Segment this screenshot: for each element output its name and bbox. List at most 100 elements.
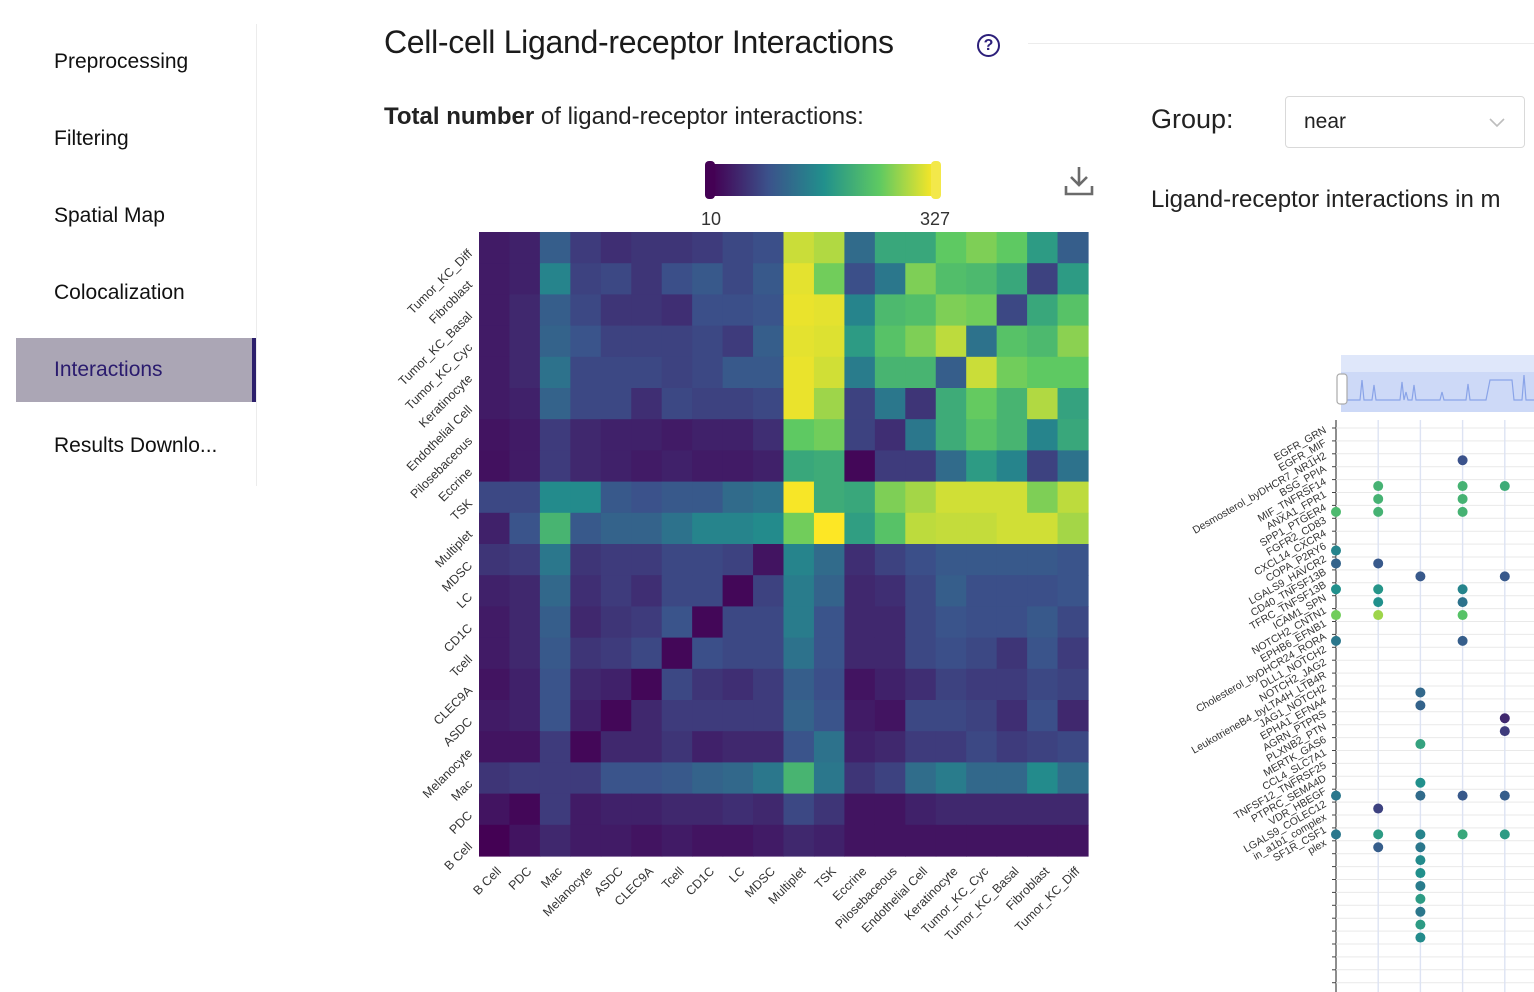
heatmap-cell[interactable] bbox=[874, 512, 906, 545]
heatmap-cell[interactable] bbox=[905, 575, 937, 607]
heatmap-cell[interactable] bbox=[1027, 637, 1059, 670]
dotplot-point[interactable] bbox=[1457, 506, 1468, 517]
heatmap-cell[interactable] bbox=[570, 637, 602, 670]
dotplot-point[interactable] bbox=[1499, 790, 1510, 801]
heatmap-cell[interactable] bbox=[479, 419, 511, 451]
heatmap-cell[interactable] bbox=[783, 731, 815, 763]
colorbar-handle-min[interactable] bbox=[705, 161, 715, 199]
heatmap-cell[interactable] bbox=[539, 544, 571, 576]
heatmap-cell[interactable] bbox=[966, 637, 998, 670]
heatmap-cell[interactable] bbox=[600, 668, 632, 701]
heatmap-cell[interactable] bbox=[966, 544, 998, 576]
heatmap-cell[interactable] bbox=[1027, 700, 1059, 732]
heatmap-cell[interactable] bbox=[966, 793, 998, 826]
heatmap-cell[interactable] bbox=[600, 762, 632, 795]
heatmap-cell[interactable] bbox=[631, 762, 663, 795]
heatmap-cell[interactable] bbox=[996, 294, 1028, 327]
heatmap-cell[interactable] bbox=[844, 294, 876, 327]
heatmap-cell[interactable] bbox=[661, 263, 693, 295]
heatmap-cell[interactable] bbox=[722, 356, 754, 389]
heatmap-cell[interactable] bbox=[935, 575, 967, 607]
heatmap-cell[interactable] bbox=[692, 637, 724, 670]
heatmap-cell[interactable] bbox=[753, 481, 785, 514]
heatmap-cell[interactable] bbox=[844, 793, 876, 826]
heatmap-cell[interactable] bbox=[539, 263, 571, 295]
heatmap-cell[interactable] bbox=[783, 793, 815, 826]
heatmap-cell[interactable] bbox=[479, 263, 511, 295]
heatmap-cell[interactable] bbox=[692, 544, 724, 576]
heatmap-cell[interactable] bbox=[509, 668, 541, 701]
dotplot-point[interactable] bbox=[1457, 829, 1468, 840]
heatmap-cell[interactable] bbox=[905, 232, 937, 264]
range-slider-selection[interactable] bbox=[1341, 372, 1534, 412]
heatmap-cell[interactable] bbox=[935, 700, 967, 732]
heatmap-cell[interactable] bbox=[722, 388, 754, 420]
heatmap-cell[interactable] bbox=[905, 325, 937, 358]
heatmap-cell[interactable] bbox=[753, 606, 785, 639]
heatmap-cell[interactable] bbox=[631, 700, 663, 732]
heatmap-cell[interactable] bbox=[935, 824, 967, 857]
heatmap-cell[interactable] bbox=[692, 481, 724, 514]
dotplot-point[interactable] bbox=[1499, 726, 1510, 737]
heatmap-cell[interactable] bbox=[783, 824, 815, 857]
heatmap-cell[interactable] bbox=[1057, 606, 1089, 639]
heatmap-cell[interactable] bbox=[479, 481, 511, 514]
heatmap-cell[interactable] bbox=[1057, 762, 1089, 795]
heatmap-cell[interactable] bbox=[631, 388, 663, 420]
heatmap-cell[interactable] bbox=[722, 544, 754, 576]
heatmap-cell[interactable] bbox=[631, 544, 663, 576]
heatmap-cell[interactable] bbox=[509, 481, 541, 514]
heatmap-cell[interactable] bbox=[722, 419, 754, 451]
heatmap-cell[interactable] bbox=[661, 450, 693, 483]
heatmap-cell[interactable] bbox=[1057, 793, 1089, 826]
heatmap-cell[interactable] bbox=[692, 232, 724, 264]
heatmap-cell[interactable] bbox=[570, 762, 602, 795]
dotplot-point[interactable] bbox=[1415, 880, 1426, 891]
heatmap-cell[interactable] bbox=[509, 356, 541, 389]
heatmap-cell[interactable] bbox=[539, 762, 571, 795]
heatmap-cell[interactable] bbox=[661, 419, 693, 451]
heatmap-cell[interactable] bbox=[692, 356, 724, 389]
heatmap-cell[interactable] bbox=[509, 450, 541, 483]
heatmap-cell[interactable] bbox=[996, 512, 1028, 545]
heatmap-cell[interactable] bbox=[874, 668, 906, 701]
dotplot-point[interactable] bbox=[1373, 481, 1384, 492]
dotplot-point[interactable] bbox=[1499, 481, 1510, 492]
heatmap-cell[interactable] bbox=[661, 731, 693, 763]
heatmap-cell[interactable] bbox=[813, 544, 845, 576]
heatmap-cell[interactable] bbox=[753, 575, 785, 607]
heatmap-cell[interactable] bbox=[874, 700, 906, 732]
dotplot-point[interactable] bbox=[1331, 584, 1341, 595]
heatmap-cell[interactable] bbox=[692, 824, 724, 857]
heatmap-cell[interactable] bbox=[966, 232, 998, 264]
heatmap-cell[interactable] bbox=[509, 606, 541, 639]
heatmap-cell[interactable] bbox=[905, 263, 937, 295]
heatmap-cell[interactable] bbox=[874, 419, 906, 451]
heatmap-cell[interactable] bbox=[509, 575, 541, 607]
heatmap-cell[interactable] bbox=[631, 450, 663, 483]
heatmap-cell[interactable] bbox=[600, 388, 632, 420]
heatmap-cell[interactable] bbox=[844, 762, 876, 795]
heatmap-cell[interactable] bbox=[600, 450, 632, 483]
heatmap-cell[interactable] bbox=[844, 232, 876, 264]
heatmap-cell[interactable] bbox=[1057, 356, 1089, 389]
heatmap-cell[interactable] bbox=[783, 450, 815, 483]
heatmap-cell[interactable] bbox=[1027, 544, 1059, 576]
heatmap-cell[interactable] bbox=[783, 232, 815, 264]
dotplot-point[interactable] bbox=[1457, 790, 1468, 801]
heatmap-cell[interactable] bbox=[813, 419, 845, 451]
heatmap-cell[interactable] bbox=[692, 294, 724, 327]
heatmap-cell[interactable] bbox=[479, 793, 511, 826]
heatmap-cell[interactable] bbox=[874, 824, 906, 857]
heatmap-cell[interactable] bbox=[539, 450, 571, 483]
heatmap-cell[interactable] bbox=[783, 544, 815, 576]
heatmap-cell[interactable] bbox=[905, 637, 937, 670]
heatmap-cell[interactable] bbox=[844, 481, 876, 514]
heatmap-cell[interactable] bbox=[509, 263, 541, 295]
heatmap-cell[interactable] bbox=[996, 762, 1028, 795]
heatmap-cell[interactable] bbox=[966, 762, 998, 795]
heatmap-cell[interactable] bbox=[966, 388, 998, 420]
heatmap-cell[interactable] bbox=[874, 263, 906, 295]
heatmap-cell[interactable] bbox=[1027, 481, 1059, 514]
heatmap-cell[interactable] bbox=[570, 481, 602, 514]
